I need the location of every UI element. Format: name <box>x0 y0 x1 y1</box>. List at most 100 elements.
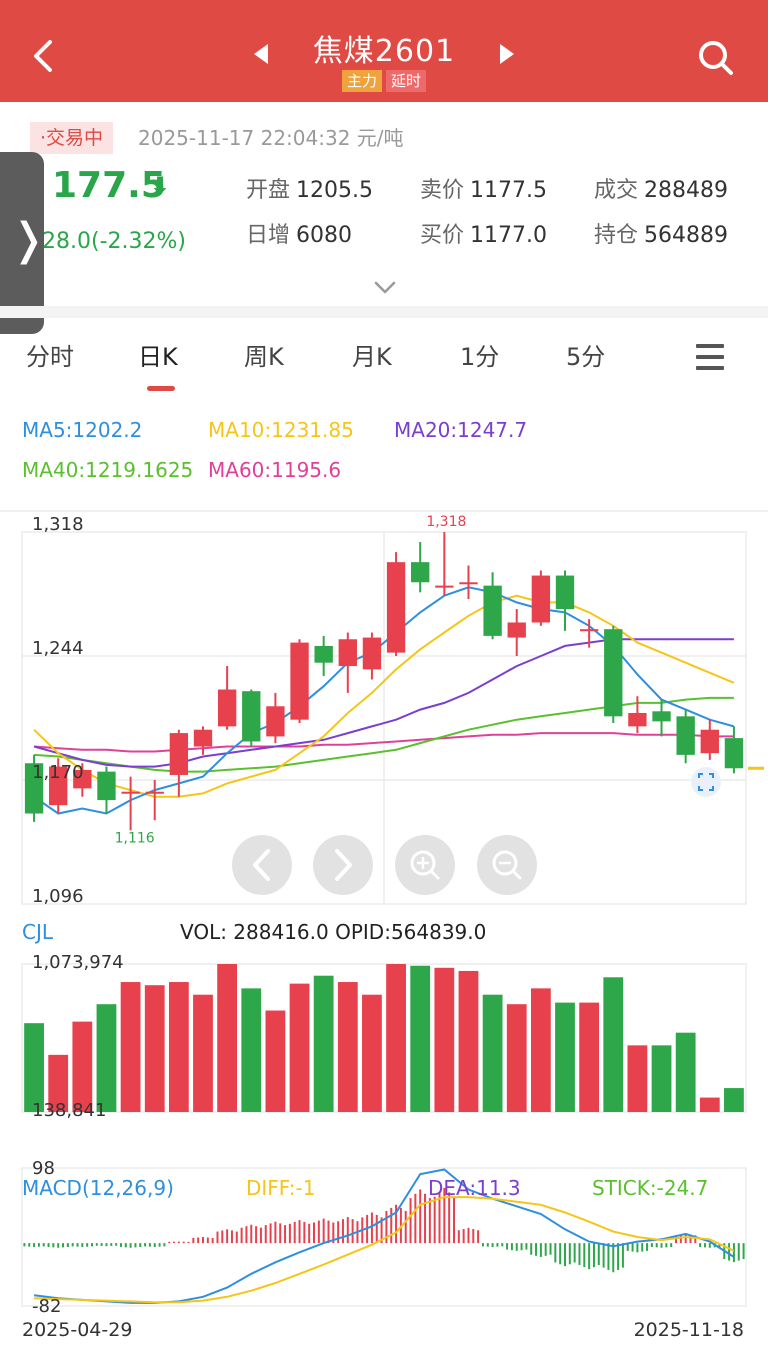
delayed-badge: 延时 <box>386 70 427 92</box>
magnifier-handle <box>429 869 440 880</box>
candle-body <box>628 712 647 727</box>
fullscreen-icon <box>698 773 714 791</box>
back-icon[interactable] <box>28 36 62 76</box>
candle-body <box>193 729 213 747</box>
period-tabs: 分时 日K 周K 月K 1分 5分 <box>0 330 768 390</box>
high-label: 1,318 <box>426 514 466 530</box>
bid-price: 买价 1177.0 <box>420 223 547 248</box>
candle-body <box>24 763 44 814</box>
ma60-legend: MA60:1195.6 <box>208 458 342 482</box>
volume-bar <box>120 982 141 1112</box>
candle-body <box>362 637 382 670</box>
macd-tick-label: -82 <box>32 1296 61 1317</box>
candle-body <box>604 629 623 717</box>
volume-bar <box>265 1010 286 1112</box>
zoom-in-button[interactable] <box>395 835 455 895</box>
candle-body <box>338 639 357 667</box>
candle-body <box>435 585 454 588</box>
side-drawer-handle[interactable]: ❭ <box>0 152 47 334</box>
volume-bar <box>193 994 213 1112</box>
candle-body <box>290 642 309 720</box>
volume-tick-label: 138,841 <box>32 1100 106 1121</box>
scroll-right-button-bg <box>313 835 373 895</box>
volume-bar <box>410 965 431 1112</box>
candle-body <box>507 622 526 638</box>
search-icon[interactable] <box>696 38 736 78</box>
active-tab-indicator <box>147 386 175 391</box>
tab-weekly-k[interactable]: 周K <box>244 343 284 371</box>
tab-5min[interactable]: 5分 <box>566 343 606 371</box>
scroll-left-button[interactable] <box>232 835 292 895</box>
volume-bar <box>530 988 551 1112</box>
candle-body <box>121 791 140 794</box>
open-interest: 持仓 564889 <box>594 223 728 248</box>
volume-bar <box>144 985 165 1112</box>
chevron-down-icon[interactable] <box>374 276 396 298</box>
price-tick-label: 1,244 <box>32 638 84 659</box>
ask-price: 卖价 1177.5 <box>420 178 547 203</box>
volume-bar <box>555 1002 575 1112</box>
volume-bar <box>458 970 479 1112</box>
volume-info: VOL: 288416.0 OPID:564839.0 <box>180 920 487 944</box>
volume-label: CJL <box>22 920 54 944</box>
candle-body <box>724 738 744 769</box>
chevron-right-icon: ❭ <box>10 214 47 265</box>
volume-bar <box>579 1002 600 1112</box>
axis-labels: 1,318 1,244 1,170 1,096 1,318 1,116 1,073,974 1… <box>22 514 744 1341</box>
zoom-in-icon <box>410 850 436 876</box>
next-contract-icon[interactable] <box>500 44 514 64</box>
candle-body <box>314 645 333 663</box>
magnifier-handle <box>511 869 522 880</box>
volume-bar <box>362 994 382 1112</box>
prev-contract-icon[interactable] <box>254 44 268 64</box>
price-tick-label: 1,170 <box>32 762 84 783</box>
menu-icon[interactable] <box>696 344 724 370</box>
volume-bar <box>217 964 238 1112</box>
price-tick-label: 1,096 <box>32 886 84 907</box>
tab-1min[interactable]: 1分 <box>460 343 500 371</box>
tab-monthly-k[interactable]: 月K <box>352 343 392 371</box>
volume-bars <box>21 963 747 1113</box>
macd-dea-line <box>34 1196 735 1304</box>
zoom-out-button[interactable] <box>477 835 537 895</box>
x-axis-start-label: 2025-04-29 <box>22 1319 132 1341</box>
volume-panel-frame <box>21 963 747 1113</box>
ma10-legend: MA10:1231.85 <box>208 418 354 442</box>
candle-body <box>459 582 478 585</box>
tab-intraday[interactable]: 分时 <box>26 343 74 371</box>
volume-bar <box>289 983 310 1112</box>
scroll-right-button[interactable] <box>313 835 373 895</box>
low-label: 1,116 <box>115 830 155 846</box>
open-price: 开盘 1205.5 <box>246 178 373 203</box>
main-contract-badge: 主力 <box>341 70 382 92</box>
candle-body <box>169 733 189 775</box>
volume-bar <box>24 1023 44 1112</box>
volume-bar <box>72 1021 93 1112</box>
last-price: 177.5 <box>52 165 166 206</box>
volume-bar <box>386 964 406 1112</box>
candle-body <box>49 766 68 806</box>
candle-body <box>145 791 164 794</box>
candle-body <box>386 562 406 653</box>
candle-body <box>73 769 92 789</box>
trading-status-badge: ·交易中 <box>30 122 114 154</box>
macd-label: MACD(12,26,9) <box>22 1176 174 1200</box>
candle-body <box>676 716 695 755</box>
macd-stick-label: STICK:-24.7 <box>592 1176 709 1200</box>
candle-body <box>652 711 671 722</box>
price-tick-label: 1,318 <box>32 514 84 535</box>
candle-body <box>97 771 116 801</box>
volume-bar <box>96 1004 117 1112</box>
zoom-in-button-bg <box>395 835 455 895</box>
candle-body <box>217 689 237 727</box>
fullscreen-button[interactable] <box>691 767 721 797</box>
price-change: 28.0(-2.32%) <box>42 229 186 254</box>
macd-dea-label: DEA:11.3 <box>428 1176 521 1200</box>
tab-daily-k[interactable]: 日K <box>138 343 178 371</box>
daily-increase: 日增 6080 <box>246 223 353 248</box>
fullscreen-bg <box>691 767 721 797</box>
ma20-legend: MA20:1247.7 <box>394 418 528 442</box>
volume-bar <box>482 994 503 1112</box>
ma40-legend: MA40:1219.1625 <box>22 458 194 482</box>
